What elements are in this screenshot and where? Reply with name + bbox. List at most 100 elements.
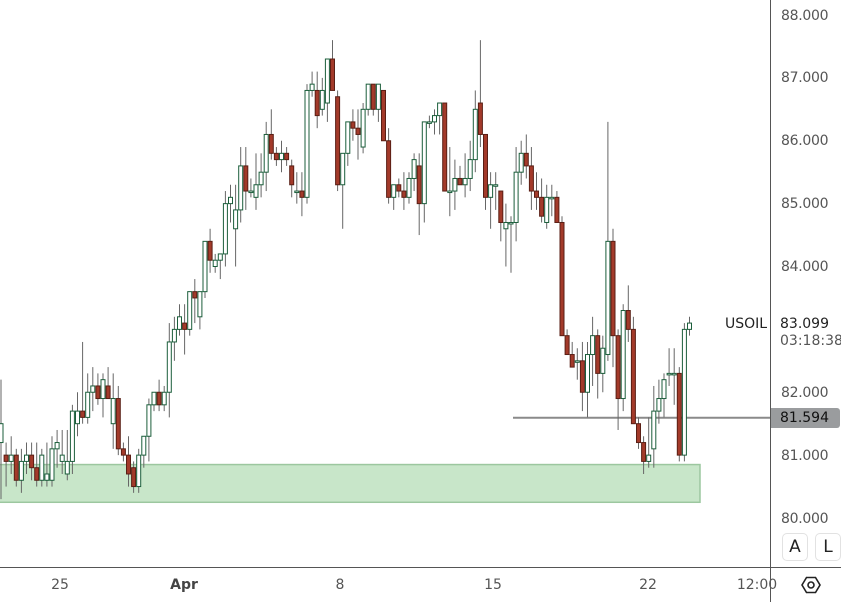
candle xyxy=(656,379,662,424)
candle xyxy=(605,121,611,361)
candle xyxy=(192,279,198,324)
price-tick: 82.000 xyxy=(781,385,829,401)
candle xyxy=(396,178,402,198)
candle xyxy=(610,228,616,368)
candle xyxy=(462,153,468,198)
candle xyxy=(681,323,687,462)
candle xyxy=(391,184,397,210)
candle xyxy=(171,316,177,361)
candle xyxy=(671,348,677,405)
chart-plot-area[interactable] xyxy=(0,0,770,567)
gear-hexagon-icon xyxy=(801,576,821,594)
price-tick: 85.000 xyxy=(781,196,829,212)
price-tick: 88.000 xyxy=(781,8,829,24)
candle xyxy=(534,172,539,210)
support-zone[interactable] xyxy=(0,463,701,504)
candle xyxy=(279,140,284,173)
candle xyxy=(64,429,70,481)
candle xyxy=(625,285,631,342)
candle xyxy=(8,436,14,474)
candle xyxy=(197,291,203,330)
candle xyxy=(411,153,417,192)
candle xyxy=(100,373,106,418)
candle xyxy=(355,109,361,160)
candle xyxy=(345,121,351,166)
candle xyxy=(233,184,239,267)
candle xyxy=(161,385,167,412)
price-axis[interactable]: 88.000 87.000 86.000 85.000 84.000 82.00… xyxy=(770,0,841,567)
candle xyxy=(131,461,137,493)
candle xyxy=(222,191,228,267)
candle xyxy=(105,367,111,400)
candle xyxy=(115,385,121,456)
candle xyxy=(401,172,407,210)
candle xyxy=(477,40,483,148)
candle xyxy=(304,84,310,204)
candle xyxy=(18,448,24,493)
candle xyxy=(554,191,560,223)
candle xyxy=(319,77,325,116)
candle xyxy=(559,216,565,337)
price-tick: 81.000 xyxy=(781,448,829,464)
candle xyxy=(636,417,641,449)
candle xyxy=(120,442,126,462)
candle xyxy=(238,147,244,223)
candle xyxy=(472,90,478,173)
candle xyxy=(646,417,652,468)
candle xyxy=(590,316,596,386)
candle xyxy=(217,253,223,280)
candle xyxy=(314,71,320,129)
candle xyxy=(202,240,208,298)
candle xyxy=(437,102,443,135)
candle xyxy=(69,404,75,474)
candle xyxy=(620,304,626,412)
candle xyxy=(421,121,427,223)
candle xyxy=(187,291,193,336)
candle xyxy=(243,147,249,210)
candle xyxy=(263,121,269,192)
candle xyxy=(666,348,672,386)
candle xyxy=(528,147,534,210)
auto-scale-button[interactable]: A xyxy=(782,533,808,561)
candle xyxy=(539,178,545,223)
candle xyxy=(324,58,330,122)
price-tick: 87.000 xyxy=(781,70,829,86)
candle xyxy=(207,228,213,273)
candle xyxy=(284,147,290,166)
candle xyxy=(44,442,50,487)
candle xyxy=(340,152,346,229)
candle xyxy=(595,329,601,399)
candle xyxy=(651,385,657,468)
candle xyxy=(0,379,4,500)
candle xyxy=(212,253,218,273)
time-axis[interactable]: 25 Apr 8 15 22 12:00 xyxy=(0,567,777,602)
candle xyxy=(34,442,40,487)
candle xyxy=(452,159,458,210)
candle xyxy=(177,304,182,336)
candle xyxy=(523,134,529,179)
candle xyxy=(574,348,580,380)
time-tick: 25 xyxy=(51,577,69,593)
candle xyxy=(54,429,60,468)
time-tick: Apr xyxy=(170,577,198,593)
candle xyxy=(569,341,575,368)
candle xyxy=(513,147,519,242)
candle xyxy=(483,133,488,210)
candle xyxy=(13,448,19,487)
candle xyxy=(661,373,667,418)
candle xyxy=(141,435,147,468)
candle xyxy=(110,373,116,449)
candle xyxy=(258,153,264,198)
bar-countdown: 03:18:38 xyxy=(780,333,841,349)
log-scale-button[interactable]: L xyxy=(815,533,841,561)
time-tick: 12:00 xyxy=(736,577,778,593)
candlestick-chart[interactable] xyxy=(0,0,770,567)
price-tick: 84.000 xyxy=(781,259,829,275)
candle xyxy=(156,379,162,412)
chart-settings-button[interactable] xyxy=(770,567,841,602)
candle xyxy=(126,436,131,487)
candle xyxy=(29,442,35,481)
candle xyxy=(544,184,550,229)
candle xyxy=(309,71,315,97)
candle xyxy=(151,391,157,412)
